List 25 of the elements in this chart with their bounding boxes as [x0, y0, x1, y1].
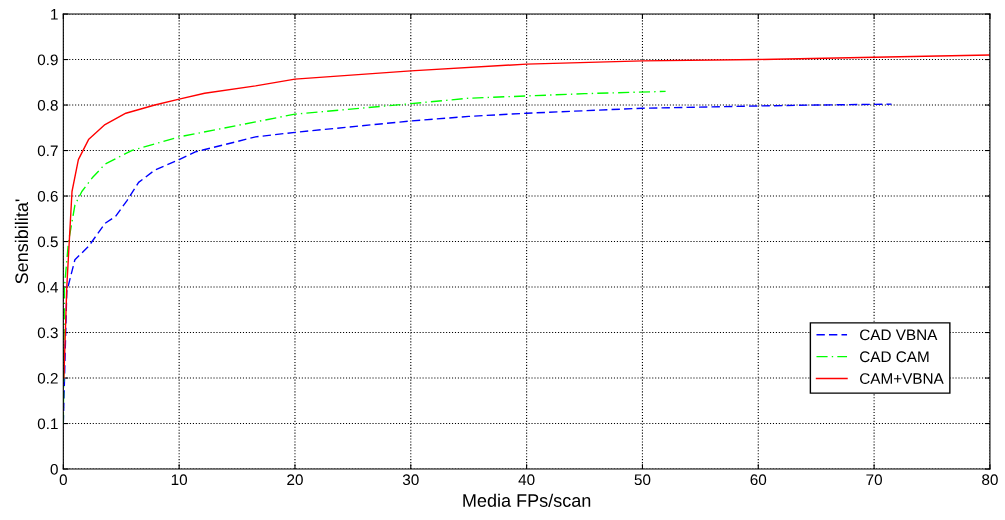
x-tick-label: 70 [866, 474, 882, 486]
y-tick-label: 0 [50, 463, 58, 475]
x-tick-label: 30 [402, 474, 419, 486]
y-tick-label: 0.2 [37, 372, 58, 384]
x-tick-label: 10 [171, 474, 188, 486]
y-tick-label: 0.8 [37, 99, 58, 111]
y-tick-label: 0.5 [37, 236, 58, 248]
x-tick-label: 50 [634, 474, 651, 486]
x-tick-label: 20 [287, 474, 303, 486]
x-tick-label: 80 [982, 474, 998, 486]
y-tick-label: 0.4 [37, 281, 59, 293]
x-tick-label: 40 [518, 474, 535, 486]
legend-label: CAM+VBNA [860, 373, 944, 385]
legend-label: CAD CAM [860, 351, 929, 363]
y-tick-label: 0.7 [37, 145, 58, 157]
x-tick-label: 0 [59, 474, 67, 486]
y-tick-label: 0.1 [37, 418, 58, 430]
y-tick-label: 1 [51, 9, 58, 20]
y-axis-title: Sensibilita' [14, 199, 29, 284]
y-tick-label: 0.9 [37, 54, 58, 66]
x-tick-label: 60 [750, 474, 767, 486]
y-tick-label: 0.3 [37, 327, 58, 339]
legend-label: CAD VBNA [860, 329, 938, 341]
x-axis-title: Media FPs/scan [463, 493, 591, 507]
y-tick-label: 0.6 [37, 190, 58, 202]
